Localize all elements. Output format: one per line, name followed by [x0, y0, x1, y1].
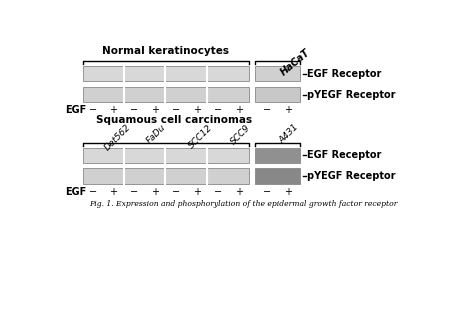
- Text: −: −: [172, 105, 180, 115]
- Ellipse shape: [259, 148, 292, 162]
- Ellipse shape: [190, 70, 204, 78]
- Text: −: −: [89, 105, 97, 115]
- Ellipse shape: [127, 70, 142, 78]
- Bar: [255, 87, 300, 102]
- Text: +: +: [235, 105, 243, 115]
- Text: −: −: [172, 187, 180, 197]
- Text: SCC9: SCC9: [228, 123, 252, 146]
- Text: −: −: [263, 105, 271, 115]
- Text: +: +: [284, 187, 292, 197]
- Ellipse shape: [190, 90, 204, 99]
- Text: +: +: [151, 105, 159, 115]
- Ellipse shape: [211, 151, 225, 159]
- Ellipse shape: [232, 172, 246, 181]
- Ellipse shape: [148, 90, 163, 99]
- Text: +: +: [109, 105, 118, 115]
- Ellipse shape: [127, 151, 142, 159]
- Ellipse shape: [260, 70, 274, 78]
- Ellipse shape: [106, 70, 121, 78]
- Bar: [255, 148, 300, 163]
- Ellipse shape: [281, 90, 295, 99]
- Ellipse shape: [232, 90, 246, 99]
- Text: +: +: [151, 187, 159, 197]
- Text: +: +: [193, 187, 201, 197]
- Text: +: +: [193, 105, 201, 115]
- Bar: [82, 168, 249, 184]
- Text: pYEGF Receptor: pYEGF Receptor: [307, 171, 396, 181]
- Ellipse shape: [259, 169, 294, 183]
- Text: −: −: [130, 187, 138, 197]
- Text: A431: A431: [277, 123, 301, 146]
- Text: −: −: [214, 187, 222, 197]
- Text: Squamous cell carcinomas: Squamous cell carcinomas: [95, 115, 252, 125]
- Ellipse shape: [281, 70, 295, 78]
- Bar: [255, 168, 300, 184]
- Ellipse shape: [85, 151, 100, 159]
- Text: −: −: [214, 105, 222, 115]
- Text: EGF: EGF: [65, 187, 87, 197]
- Text: −: −: [130, 105, 138, 115]
- Text: Fig. 1. Expression and phosphorylation of the epidermal growth factor receptor: Fig. 1. Expression and phosphorylation o…: [89, 200, 397, 208]
- Text: −: −: [263, 187, 271, 197]
- Bar: [255, 66, 300, 81]
- Text: EGF: EGF: [65, 105, 87, 115]
- Bar: [82, 87, 249, 102]
- Ellipse shape: [148, 151, 163, 159]
- Ellipse shape: [169, 151, 183, 159]
- Text: SCC12: SCC12: [187, 123, 214, 150]
- Text: Normal keratinocytes: Normal keratinocytes: [102, 46, 229, 56]
- Ellipse shape: [148, 70, 163, 78]
- Ellipse shape: [169, 70, 183, 78]
- Ellipse shape: [232, 70, 246, 78]
- Ellipse shape: [190, 172, 204, 181]
- Ellipse shape: [107, 90, 120, 99]
- Ellipse shape: [148, 172, 163, 181]
- Ellipse shape: [85, 70, 100, 78]
- Bar: [82, 66, 249, 81]
- Ellipse shape: [106, 151, 121, 159]
- Ellipse shape: [190, 151, 204, 159]
- Text: −: −: [89, 187, 97, 197]
- Text: FaDu: FaDu: [145, 123, 168, 146]
- Ellipse shape: [260, 90, 274, 99]
- Text: EGF Receptor: EGF Receptor: [307, 150, 382, 160]
- Text: HaCaT: HaCaT: [279, 47, 312, 78]
- Text: Det562: Det562: [103, 123, 133, 153]
- Text: EGF Receptor: EGF Receptor: [307, 69, 382, 79]
- Ellipse shape: [106, 172, 121, 181]
- Ellipse shape: [211, 70, 225, 78]
- Text: pYEGF Receptor: pYEGF Receptor: [307, 90, 396, 100]
- Bar: [82, 148, 249, 163]
- Text: +: +: [235, 187, 243, 197]
- Ellipse shape: [232, 151, 246, 159]
- Text: +: +: [284, 105, 292, 115]
- Text: +: +: [109, 187, 118, 197]
